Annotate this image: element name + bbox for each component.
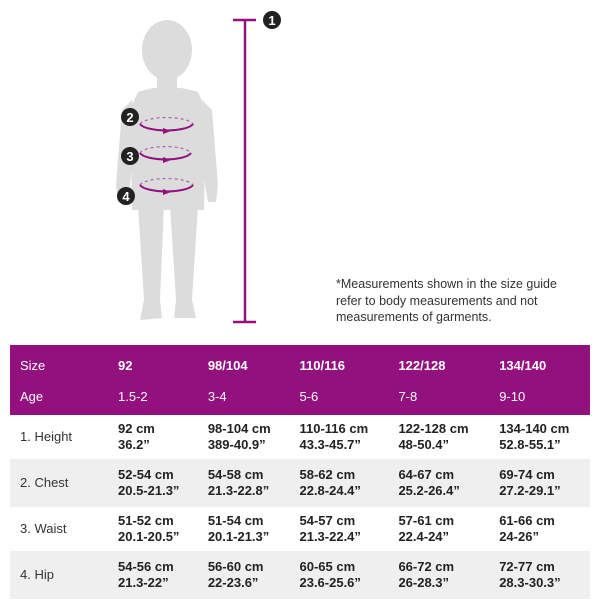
marker-3: 3: [121, 147, 139, 165]
measurement-figure: 1 2 3 4: [116, 11, 281, 324]
value-cm: 54-58 cm: [207, 467, 264, 482]
measurement-cell: 60-65 cm 23.6-25.6”: [289, 551, 388, 599]
size-cell: 110/116: [299, 357, 346, 373]
value-inches: 24-26”: [499, 529, 539, 544]
measurement-cell: 69-74 cm 27.2-29.1”: [489, 459, 590, 507]
height-line: [233, 18, 256, 324]
value-cm: 52-54 cm: [118, 467, 174, 482]
value-inches: 22-23.6”: [207, 575, 259, 590]
measurement-cell: 122-128 cm 48-50.4”: [388, 415, 489, 459]
measurement-cell: 92 cm 36.2”: [108, 415, 198, 459]
age-cell: 5-6: [299, 388, 319, 404]
value-cm: 61-66 cm: [499, 513, 555, 528]
size-label: Size: [20, 357, 46, 373]
value-cm: 98-104 cm: [207, 421, 271, 436]
age-cell: 9-10: [499, 388, 526, 404]
measurement-cell: 72-77 cm 28.3-30.3”: [489, 551, 590, 599]
measurement-cell: 110-116 cm 43.3-45.7”: [289, 415, 388, 459]
value-cm: 54-57 cm: [299, 513, 356, 528]
value-inches: 26-28.3”: [398, 575, 450, 590]
value-inches: 22.4-24”: [398, 529, 450, 544]
measurement-cell: 61-66 cm 24-26”: [489, 507, 590, 551]
row-label: 1. Height: [20, 429, 73, 444]
value-inches: 25.2-26.4”: [398, 483, 460, 498]
value-inches: 20.1-20.5”: [118, 529, 180, 544]
measurement-cell: 52-54 cm 20.5-21.3”: [108, 459, 198, 507]
measurement-cell: 51-54 cm 20.1-21.3”: [198, 507, 290, 551]
value-inches: 21.3-22”: [118, 575, 169, 590]
age-row: Age 1.5-2 3-4 5-6 7-8 9-10: [10, 381, 590, 415]
size-cell: 98/104: [207, 357, 248, 373]
value-inches: 20.5-21.3”: [118, 483, 180, 498]
measurement-cell: 64-67 cm 25.2-26.4”: [388, 459, 489, 507]
svg-text:1: 1: [268, 13, 275, 28]
age-cell: 3-4: [207, 388, 227, 404]
table-row: 4. Hip 54-56 cm 21.3-22” 56-60 cm 22-23.6” 60…: [10, 551, 590, 599]
value-cm: 54-56 cm: [118, 559, 174, 574]
value-inches: 21.3-22.4”: [299, 529, 361, 544]
measurement-cell: 57-61 cm 22.4-24”: [388, 507, 489, 551]
value-inches: 27.2-29.1”: [499, 483, 561, 498]
svg-text:3: 3: [126, 149, 133, 164]
measurement-cell: 54-56 cm 21.3-22”: [108, 551, 198, 599]
measurement-cell: 66-72 cm 26-28.3”: [388, 551, 489, 599]
value-inches: 28.3-30.3”: [499, 575, 561, 590]
value-cm: 66-72 cm: [398, 559, 455, 574]
value-inches: 22.8-24.4”: [299, 483, 361, 498]
value-cm: 51-54 cm: [207, 513, 264, 528]
hip-ring: [139, 177, 194, 195]
value-inches: 43.3-45.7”: [299, 437, 361, 452]
row-label: 3. Waist: [20, 521, 67, 536]
size-cell: 122/128: [398, 357, 446, 373]
measurement-cell: 51-52 cm 20.1-20.5”: [108, 507, 198, 551]
table-row: 2. Chest 52-54 cm 20.5-21.3” 54-58 cm 21.3-2…: [10, 459, 590, 507]
value-cm: 64-67 cm: [398, 467, 455, 482]
row-label: 2. Chest: [20, 475, 69, 490]
measurement-note: *Measurements shown in the size guide re…: [336, 277, 557, 324]
value-inches: 21.3-22.8”: [207, 483, 270, 498]
waist-ring: [139, 145, 192, 163]
value-cm: 134-140 cm: [499, 421, 570, 436]
value-inches: 389-40.9”: [207, 437, 266, 452]
table-row: 1. Height 92 cm 36.2” 98-104 cm 389-40.9” 110…: [10, 415, 590, 459]
size-table: Size 92 98/104 110/116 122/128 134/140 A…: [10, 345, 590, 599]
value-cm: 60-65 cm: [299, 559, 356, 574]
size-cell: 134/140: [499, 357, 547, 373]
measurement-cell: 56-60 cm 22-23.6”: [198, 551, 290, 599]
age-cell: 7-8: [398, 388, 418, 404]
size-cell: 92: [118, 357, 133, 373]
marker-2: 2: [121, 108, 139, 126]
value-cm: 56-60 cm: [207, 559, 264, 574]
value-inches: 36.2”: [118, 437, 150, 452]
value-cm: 69-74 cm: [499, 467, 555, 482]
measurement-cell: 54-58 cm 21.3-22.8”: [198, 459, 290, 507]
table-row: 3. Waist 51-52 cm 20.1-20.5” 51-54 cm 20.1-2…: [10, 507, 590, 551]
age-label: Age: [20, 388, 44, 404]
svg-text:2: 2: [126, 110, 133, 125]
measurement-cell: 54-57 cm 21.3-22.4”: [289, 507, 388, 551]
measurement-cell: 58-62 cm 22.8-24.4”: [289, 459, 388, 507]
value-cm: 110-116 cm: [299, 421, 369, 436]
measurement-cell: 134-140 cm 52.8-55.1”: [489, 415, 590, 459]
value-cm: 72-77 cm: [499, 559, 555, 574]
value-cm: 122-128 cm: [398, 421, 469, 436]
marker-1: 1: [263, 11, 281, 29]
value-cm: 57-61 cm: [398, 513, 455, 528]
chest-ring: [139, 116, 194, 134]
value-inches: 48-50.4”: [398, 437, 450, 452]
size-row: Size 92 98/104 110/116 122/128 134/140: [10, 345, 590, 381]
svg-text:4: 4: [122, 189, 130, 204]
marker-4: 4: [117, 187, 135, 205]
measurement-cell: 98-104 cm 389-40.9”: [198, 415, 290, 459]
value-cm: 58-62 cm: [299, 467, 356, 482]
value-inches: 23.6-25.6”: [299, 575, 361, 590]
value-cm: 92 cm: [118, 421, 155, 436]
row-label: 4. Hip: [20, 567, 54, 582]
value-inches: 52.8-55.1”: [499, 437, 561, 452]
child-silhouette: [116, 20, 218, 320]
value-cm: 51-52 cm: [118, 513, 174, 528]
value-inches: 20.1-21.3”: [207, 529, 270, 544]
age-cell: 1.5-2: [118, 388, 148, 404]
